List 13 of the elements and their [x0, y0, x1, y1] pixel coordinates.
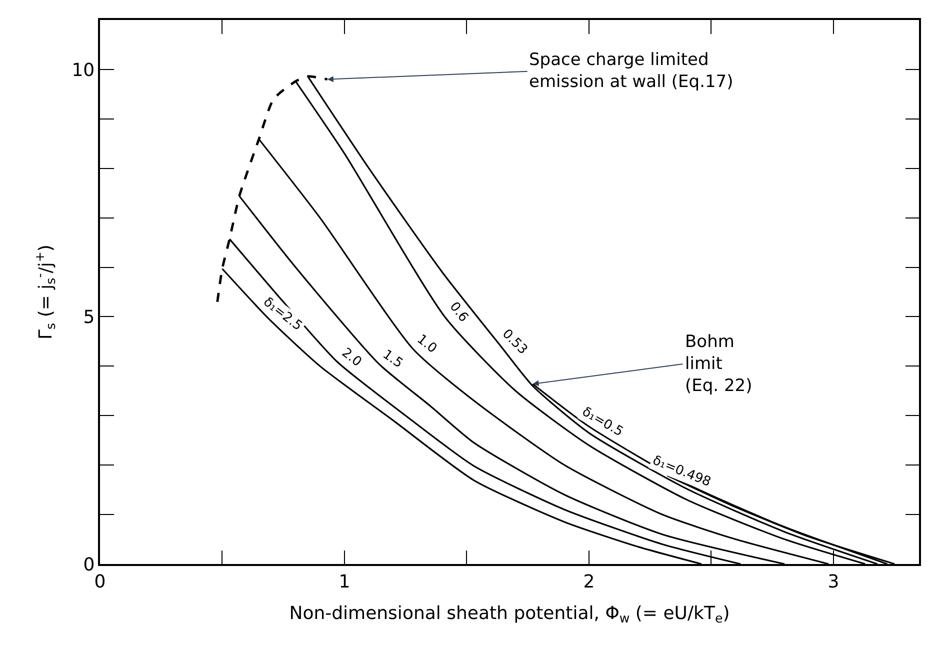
- text: 2.0: [338, 345, 364, 370]
- x-tick-label: 1: [338, 571, 350, 592]
- x-axis-title: Non-dimensional sheath potential, Φ$_{w}$ (= eU/kT$_{e}$): [289, 602, 730, 626]
- text: 1.5: [380, 347, 406, 372]
- text: 0.6: [446, 300, 471, 326]
- y-tick-label: 10: [72, 60, 95, 81]
- y-tick-label: 5: [83, 307, 95, 328]
- x-tick-label: 3: [828, 571, 840, 592]
- x-tick-label: 2: [583, 571, 595, 592]
- text: 1.0: [414, 332, 440, 356]
- y-tick-label: 0: [83, 554, 95, 576]
- annotation: Space charge limited emission at wall (Eq.17): [529, 50, 734, 92]
- annotation: Bohm limit (Eq. 22): [685, 332, 752, 396]
